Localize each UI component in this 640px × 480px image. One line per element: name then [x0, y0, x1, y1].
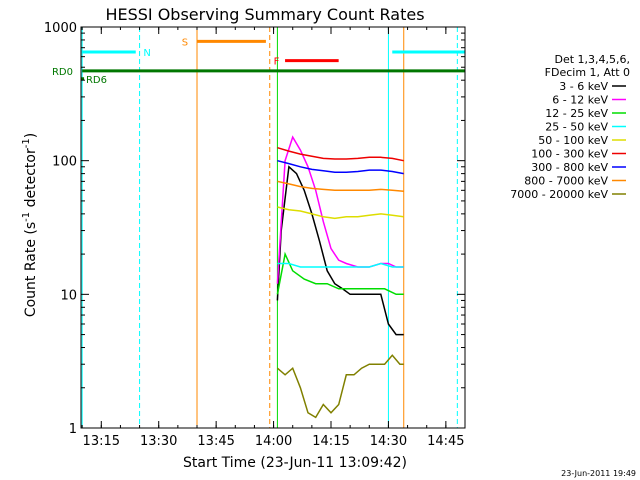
footer-date: 23-Jun-2011 19:49 [561, 469, 636, 478]
plot-area: N S F RD6 [81, 27, 465, 428]
legend-label: 3 - 6 keV [559, 80, 608, 93]
y-axis-label: Count Rate (s-1 detector-1) [21, 133, 39, 317]
legend-label: 7000 - 20000 keV [510, 188, 608, 201]
status-bar-label: RD6 [86, 75, 107, 86]
series-line [277, 206, 404, 220]
y-tick-label: 1 [69, 422, 77, 437]
legend-label: 6 - 12 keV [552, 94, 608, 107]
series-line [277, 146, 404, 162]
x-tick-label: 14:30 [370, 434, 407, 449]
legend-label: 12 - 25 keV [545, 107, 608, 120]
status-bar-label: N [143, 48, 150, 59]
y-axis-label-end: ) [23, 133, 39, 138]
status-bar-label: F [274, 57, 280, 68]
legend-label: 25 - 50 keV [545, 121, 608, 134]
x-tick-label: 13:45 [197, 434, 234, 449]
x-tick-label: 13:15 [83, 434, 120, 449]
x-axis-label: Start Time (23-Jun-11 13:09:42) [183, 455, 407, 471]
x-tick-label: 14:00 [255, 434, 292, 449]
series-line [277, 159, 404, 175]
legend-label: 50 - 100 keV [538, 134, 608, 147]
x-tick-label: 13:30 [140, 434, 177, 449]
series-line [276, 165, 404, 336]
y-axis-label-mid: detector [23, 148, 39, 212]
y-tick-label: 100 [52, 155, 77, 170]
series-line [277, 180, 404, 193]
legend-label: 100 - 300 keV [531, 148, 608, 161]
legend-label: 300 - 800 keV [531, 161, 608, 174]
y-axis-label-exp1: -1 [21, 212, 32, 222]
plot-frame [80, 26, 466, 429]
series-line [276, 251, 404, 296]
legend-header: FDecim 1, Att 0 [545, 66, 630, 79]
legend: Det 1,3,4,5,6,FDecim 1, Att 03 - 6 keV6 … [510, 53, 630, 201]
status-bar-label: RD0 [52, 67, 73, 78]
chart-title: HESSI Observing Summary Count Rates [105, 5, 424, 24]
series-line [276, 135, 404, 284]
legend-header: Det 1,3,4,5,6, [554, 53, 630, 66]
axes: RD0 13:15 13:30 13:45 14:00 14:15 14:30 14:45 1 1… [44, 21, 466, 449]
legend-label: 800 - 7000 keV [524, 175, 608, 188]
y-tick-label: 1000 [44, 21, 77, 36]
status-bar-label: S [182, 37, 188, 48]
y-axis-label-main: Count Rate (s [23, 222, 39, 317]
series-line [277, 262, 404, 268]
x-tick-label: 14:45 [427, 434, 464, 449]
x-tick-label: 14:15 [312, 434, 349, 449]
y-tick-label: 10 [60, 288, 77, 303]
series-line [276, 354, 404, 419]
y-axis-label-exp2: -1 [21, 138, 32, 148]
